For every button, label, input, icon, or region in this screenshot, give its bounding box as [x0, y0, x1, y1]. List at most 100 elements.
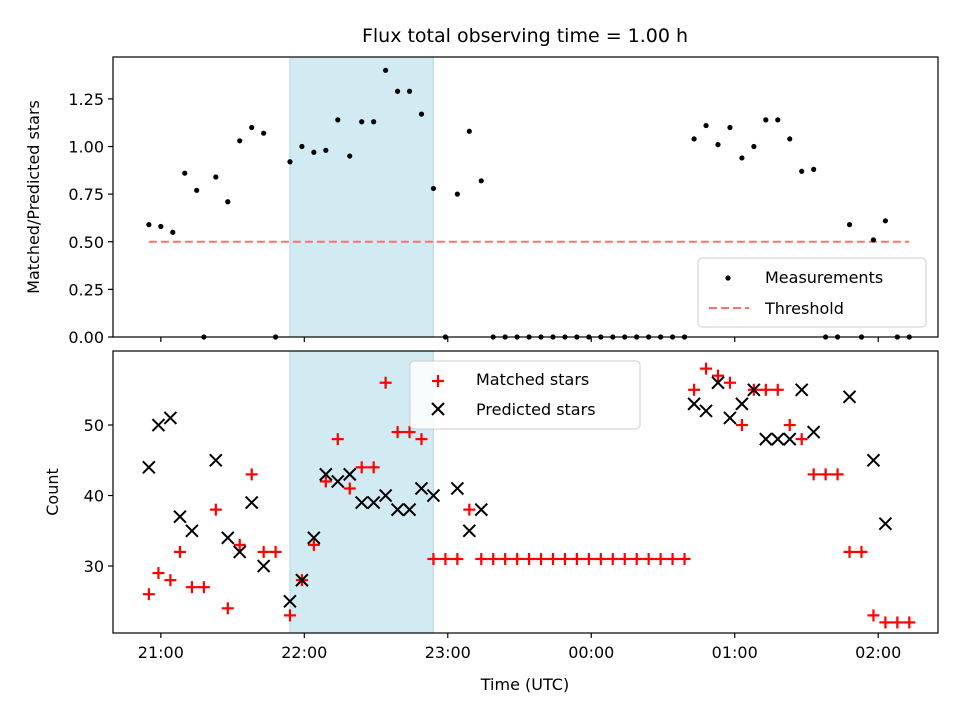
matched-star-point [283, 609, 296, 622]
x-tick-label: 01:00 [712, 643, 758, 662]
predicted-star-point [307, 531, 321, 545]
measurement-point [182, 170, 188, 176]
predicted-star-point [295, 573, 309, 587]
matched-star-point [164, 574, 177, 587]
measurement-point [466, 128, 472, 134]
matched-star-point [759, 383, 772, 396]
x-tick-label: 00:00 [568, 643, 614, 662]
predicted-star-point [319, 467, 333, 482]
predicted-star-point [378, 488, 393, 503]
x-tick-label: 21:00 [138, 643, 184, 662]
measurement-point [299, 143, 305, 150]
predicted-star-point [842, 390, 857, 404]
ratio-shaded-span [289, 56, 434, 338]
ratio-y-axis-label: Matched/Predicted stars [24, 100, 43, 294]
predicted-star-point [244, 495, 259, 510]
matched-star-point [511, 552, 524, 565]
matched-star-point [221, 602, 234, 615]
ratio-panel-frame [112, 56, 939, 338]
matched-star-point [795, 433, 808, 446]
matched-star-point [197, 581, 210, 594]
count-panel: 30 40 50 21:00 22:00 23:00 00:00 01:00 02:00 Co… [43, 350, 939, 694]
measurement-point [287, 159, 293, 165]
measurement-point [146, 222, 152, 228]
matched-star-point [427, 552, 440, 565]
ratio-y-tick-label: 1.25 [68, 90, 104, 109]
measurement-point [715, 142, 721, 148]
measurement-point [727, 124, 733, 131]
predicted-star-point [747, 383, 761, 397]
predicted-star-point [783, 432, 797, 446]
count-panel-frame [112, 350, 939, 634]
matched-star-point [819, 468, 832, 481]
predicted-star-point [402, 502, 417, 517]
measurements-legend-label: Measurements [765, 268, 883, 287]
measurement-point [249, 124, 255, 131]
matched-star-point [257, 545, 270, 558]
measurement-point [335, 117, 341, 123]
measurement-point [158, 223, 164, 230]
measurements-legend-marker [725, 275, 731, 281]
predicted-star-point [450, 481, 465, 496]
measurement-point [882, 218, 888, 224]
measurement-point [763, 117, 769, 123]
predicted-star-point [462, 524, 477, 538]
ratio-y-tick-label: 0.00 [68, 328, 104, 347]
ratio-y-tick-label: 0.25 [68, 280, 104, 299]
count-y-tick-label: 40 [84, 487, 104, 506]
measurement-point [347, 153, 353, 159]
matched-star-point [403, 426, 416, 439]
count-legend: Matched stars Predicted stars [409, 360, 641, 430]
measurement-point [323, 147, 329, 153]
matched-star-point [783, 419, 796, 432]
measurement-point [194, 187, 200, 193]
x-tick-label: 02:00 [855, 643, 901, 662]
measurement-point [478, 178, 484, 184]
matched-star-point [735, 419, 748, 432]
measurement-point [430, 185, 437, 192]
x-tick-label: 22:00 [281, 643, 327, 662]
measurement-point [261, 130, 267, 136]
measurement-point [870, 237, 877, 243]
matched-star-point [606, 552, 619, 565]
matched-star-point [355, 461, 368, 474]
predicted-star-point [331, 474, 345, 489]
matched-star-point [173, 545, 186, 558]
predicted-star-point [414, 481, 429, 496]
matched-star-point [654, 552, 667, 565]
predicted-star-point [256, 559, 271, 573]
predicted-star-point [735, 397, 749, 411]
measurement-point [225, 199, 231, 205]
matched-star-point [245, 468, 258, 481]
predicted-star-point [759, 432, 773, 446]
predicted-star-point [866, 453, 881, 467]
measurement-point [418, 111, 425, 117]
matched-star-point [451, 552, 464, 565]
predicted-star-point [806, 425, 821, 439]
predicted-legend-label: Predicted stars [476, 400, 596, 419]
predicted-star-point [366, 495, 381, 510]
matched-star-point [152, 567, 165, 580]
predicted-star-point [711, 376, 725, 390]
measurement-point [799, 168, 805, 174]
matched-star-point [269, 545, 282, 558]
matched-star-point [678, 552, 691, 565]
measurement-point [703, 122, 709, 129]
measurement-point [787, 136, 793, 142]
matched-star-point [831, 468, 844, 481]
matched-star-point [582, 552, 595, 565]
measurement-point [170, 229, 176, 235]
ratio-y-tick-label: 0.75 [68, 185, 104, 204]
measurement-point [311, 149, 317, 155]
measurement-point [237, 138, 243, 144]
matched-star-point [475, 552, 488, 565]
measurement-point [739, 155, 745, 161]
predicted-star-point [209, 453, 223, 467]
measurement-point [846, 222, 853, 228]
matched-star-point [331, 433, 344, 446]
matched-star-point [523, 552, 536, 565]
matched-legend-marker [432, 375, 444, 387]
count-y-tick-label: 30 [84, 557, 104, 576]
measurement-point [371, 119, 377, 125]
measurement-point [359, 119, 365, 125]
